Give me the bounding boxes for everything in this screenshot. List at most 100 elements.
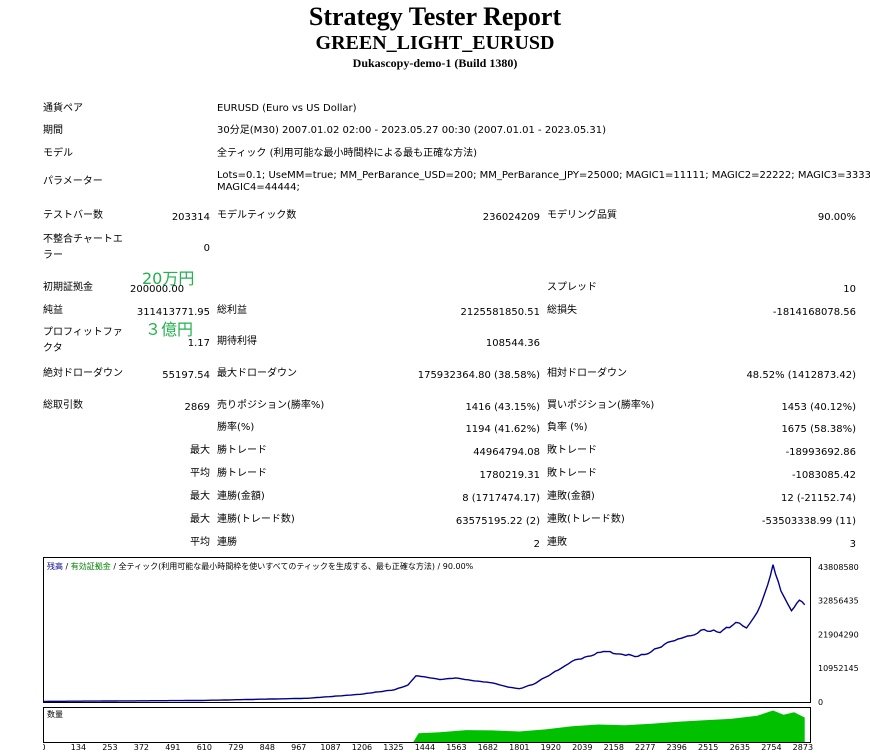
spread-label: スプレッド <box>547 282 597 293</box>
expected-label: 期待利得 <box>217 336 257 347</box>
ticks-value: 236024209 <box>482 212 540 223</box>
max-word: 最大 <box>190 491 210 502</box>
max-dd-value: 175932364.80 (38.58%) <box>417 370 540 381</box>
trades-label: 総取引数 <box>43 400 83 411</box>
avg-loss-label: 敗トレード <box>547 468 597 479</box>
cons-win-count-label: 連勝(トレード数) <box>217 514 295 525</box>
cons-loss-count-label: 連敗(トレード数) <box>547 514 625 525</box>
x-tick-label: 2873 <box>793 743 813 752</box>
avg-win-value: 1780219.31 <box>479 470 540 481</box>
pf-label-line1: プロフィットファ <box>43 327 123 338</box>
legend-quality: 90.00% <box>443 562 474 571</box>
avg-word: 平均 <box>190 468 210 479</box>
avg-cons-win-label: 連勝 <box>217 537 237 548</box>
quality-label: モデリング品質 <box>547 210 617 221</box>
y-tick-label: 21904290 <box>818 630 859 639</box>
model-label: モデル <box>43 148 73 159</box>
abs-dd-label: 絶対ドローダウン <box>43 368 123 379</box>
model-value: 全ティック (利用可能な最小時間枠による最も正確な方法) <box>217 148 478 159</box>
x-tick-label: 1920 <box>541 743 561 752</box>
gross-loss-label: 総損失 <box>547 305 577 316</box>
avg-cons-loss-label: 連敗 <box>547 537 567 548</box>
rel-dd-label: 相対ドローダウン <box>547 368 627 379</box>
avg-cons-win-value: 2 <box>533 539 540 550</box>
max-dd-label: 最大ドローダウン <box>217 368 297 379</box>
rel-dd-value: 48.52% (1412873.42) <box>746 370 856 381</box>
largest-loss-label: 敗トレード <box>547 445 597 456</box>
short-value: 1416 (43.15%) <box>465 402 540 413</box>
max-word: 最大 <box>190 445 210 456</box>
x-tick-label: 1325 <box>383 743 403 752</box>
gross-profit-label: 総利益 <box>217 305 247 316</box>
y-tick-label: 10952145 <box>818 664 859 673</box>
pf-value: 1.17 <box>187 338 210 349</box>
x-tick-label: 2277 <box>635 743 655 752</box>
x-tick-label: 2039 <box>572 743 592 752</box>
bars-label: テストバー数 <box>43 210 103 221</box>
deposit-label: 初期証拠金 <box>43 282 93 293</box>
gross-profit-value: 2125581850.51 <box>460 307 540 318</box>
quality-value: 90.00% <box>817 212 856 223</box>
x-tick-label: 253 <box>102 743 117 752</box>
expected-value: 108544.36 <box>485 338 540 349</box>
avg-loss-value: -1083085.42 <box>791 470 856 481</box>
largest-win-value: 44964794.08 <box>473 447 540 458</box>
x-tick-label: 2515 <box>698 743 718 752</box>
avg-word: 平均 <box>190 537 210 548</box>
y-tick-label: 43808580 <box>818 563 859 572</box>
mismatch-label-line1: 不整合チャートエ <box>43 234 123 245</box>
net-label: 純益 <box>43 305 63 316</box>
long-label: 買いポジション(勝率%) <box>547 400 655 411</box>
win-label: 勝率(%) <box>217 422 255 433</box>
cons-win-money-label: 連勝(金額) <box>217 491 265 502</box>
short-label: 売りポジション(勝率%) <box>217 400 325 411</box>
balance-line <box>43 564 806 703</box>
x-tick-label: 1682 <box>478 743 498 752</box>
expert-name: GREEN_LIGHT_EURUSD <box>315 32 555 54</box>
x-tick-label: 1087 <box>320 743 340 752</box>
largest-loss-value: -18993692.86 <box>785 447 856 458</box>
x-tick-label: 1444 <box>415 743 435 752</box>
loss-value: 1675 (58.38%) <box>781 424 856 435</box>
legend-model: 全ティック(利用可能な最小時間枠を使いすべてのティックを生成する、最も正確な方法… <box>119 561 435 571</box>
x-tick-label: 610 <box>197 743 212 752</box>
x-tick-label: 2635 <box>730 743 750 752</box>
legend-balance: 残高 <box>47 561 63 571</box>
x-tick-label: 372 <box>134 743 149 752</box>
x-tick-label: 967 <box>291 743 306 752</box>
avg-win-label: 勝トレード <box>217 468 267 479</box>
mismatch-value: 0 <box>203 243 210 254</box>
report-title: Strategy Tester Report <box>308 2 562 31</box>
spread-value: 10 <box>843 284 856 295</box>
y-tick-label: 0 <box>818 698 823 707</box>
x-tick-label: 1206 <box>352 743 372 752</box>
cons-loss-money-label: 連敗(金額) <box>547 491 595 502</box>
max-word: 最大 <box>190 514 210 525</box>
legend-equity: 有効証拠金 <box>71 561 111 571</box>
server-info: Dukascopy-demo-1 (Build 1380) <box>352 56 518 70</box>
x-tick-label: 848 <box>260 743 275 752</box>
y-axis: 43808580 32856435 21904290 10952145 0 <box>818 563 859 707</box>
x-tick-label: 2754 <box>761 743 781 752</box>
x-tick-label: 134 <box>71 743 86 752</box>
abs-dd-value: 55197.54 <box>162 370 210 381</box>
trades-value: 2869 <box>184 402 210 413</box>
y-tick-label: 32856435 <box>818 597 859 606</box>
volume-area <box>43 710 805 742</box>
legend-sep: / <box>111 562 119 571</box>
win-value: 1194 (41.62%) <box>465 424 540 435</box>
legend-sep: / <box>63 562 71 571</box>
x-tick-label: 2158 <box>604 743 624 752</box>
legend-sep: / <box>435 562 443 571</box>
cons-loss-money-value: 12 (-21152.74) <box>780 493 856 504</box>
deposit-note: 20万円 <box>142 269 195 288</box>
params-label: パラメーター <box>43 176 103 187</box>
volume-label: 数量 <box>47 709 63 719</box>
pf-label-line2: クタ <box>43 343 63 354</box>
params-value-line2: MAGIC4=44444; <box>217 182 300 193</box>
main-plot-frame <box>43 557 811 703</box>
params-value-line1: Lots=0.1; UseMM=true; MM_PerBarance_USD=… <box>217 170 870 181</box>
ticks-label: モデルティック数 <box>217 210 297 221</box>
x-tick-label: 491 <box>165 743 180 752</box>
balance-chart: 残高 / 有効証拠金 / 全ティック(利用可能な最小時間枠を使いすべてのティック… <box>43 557 859 752</box>
